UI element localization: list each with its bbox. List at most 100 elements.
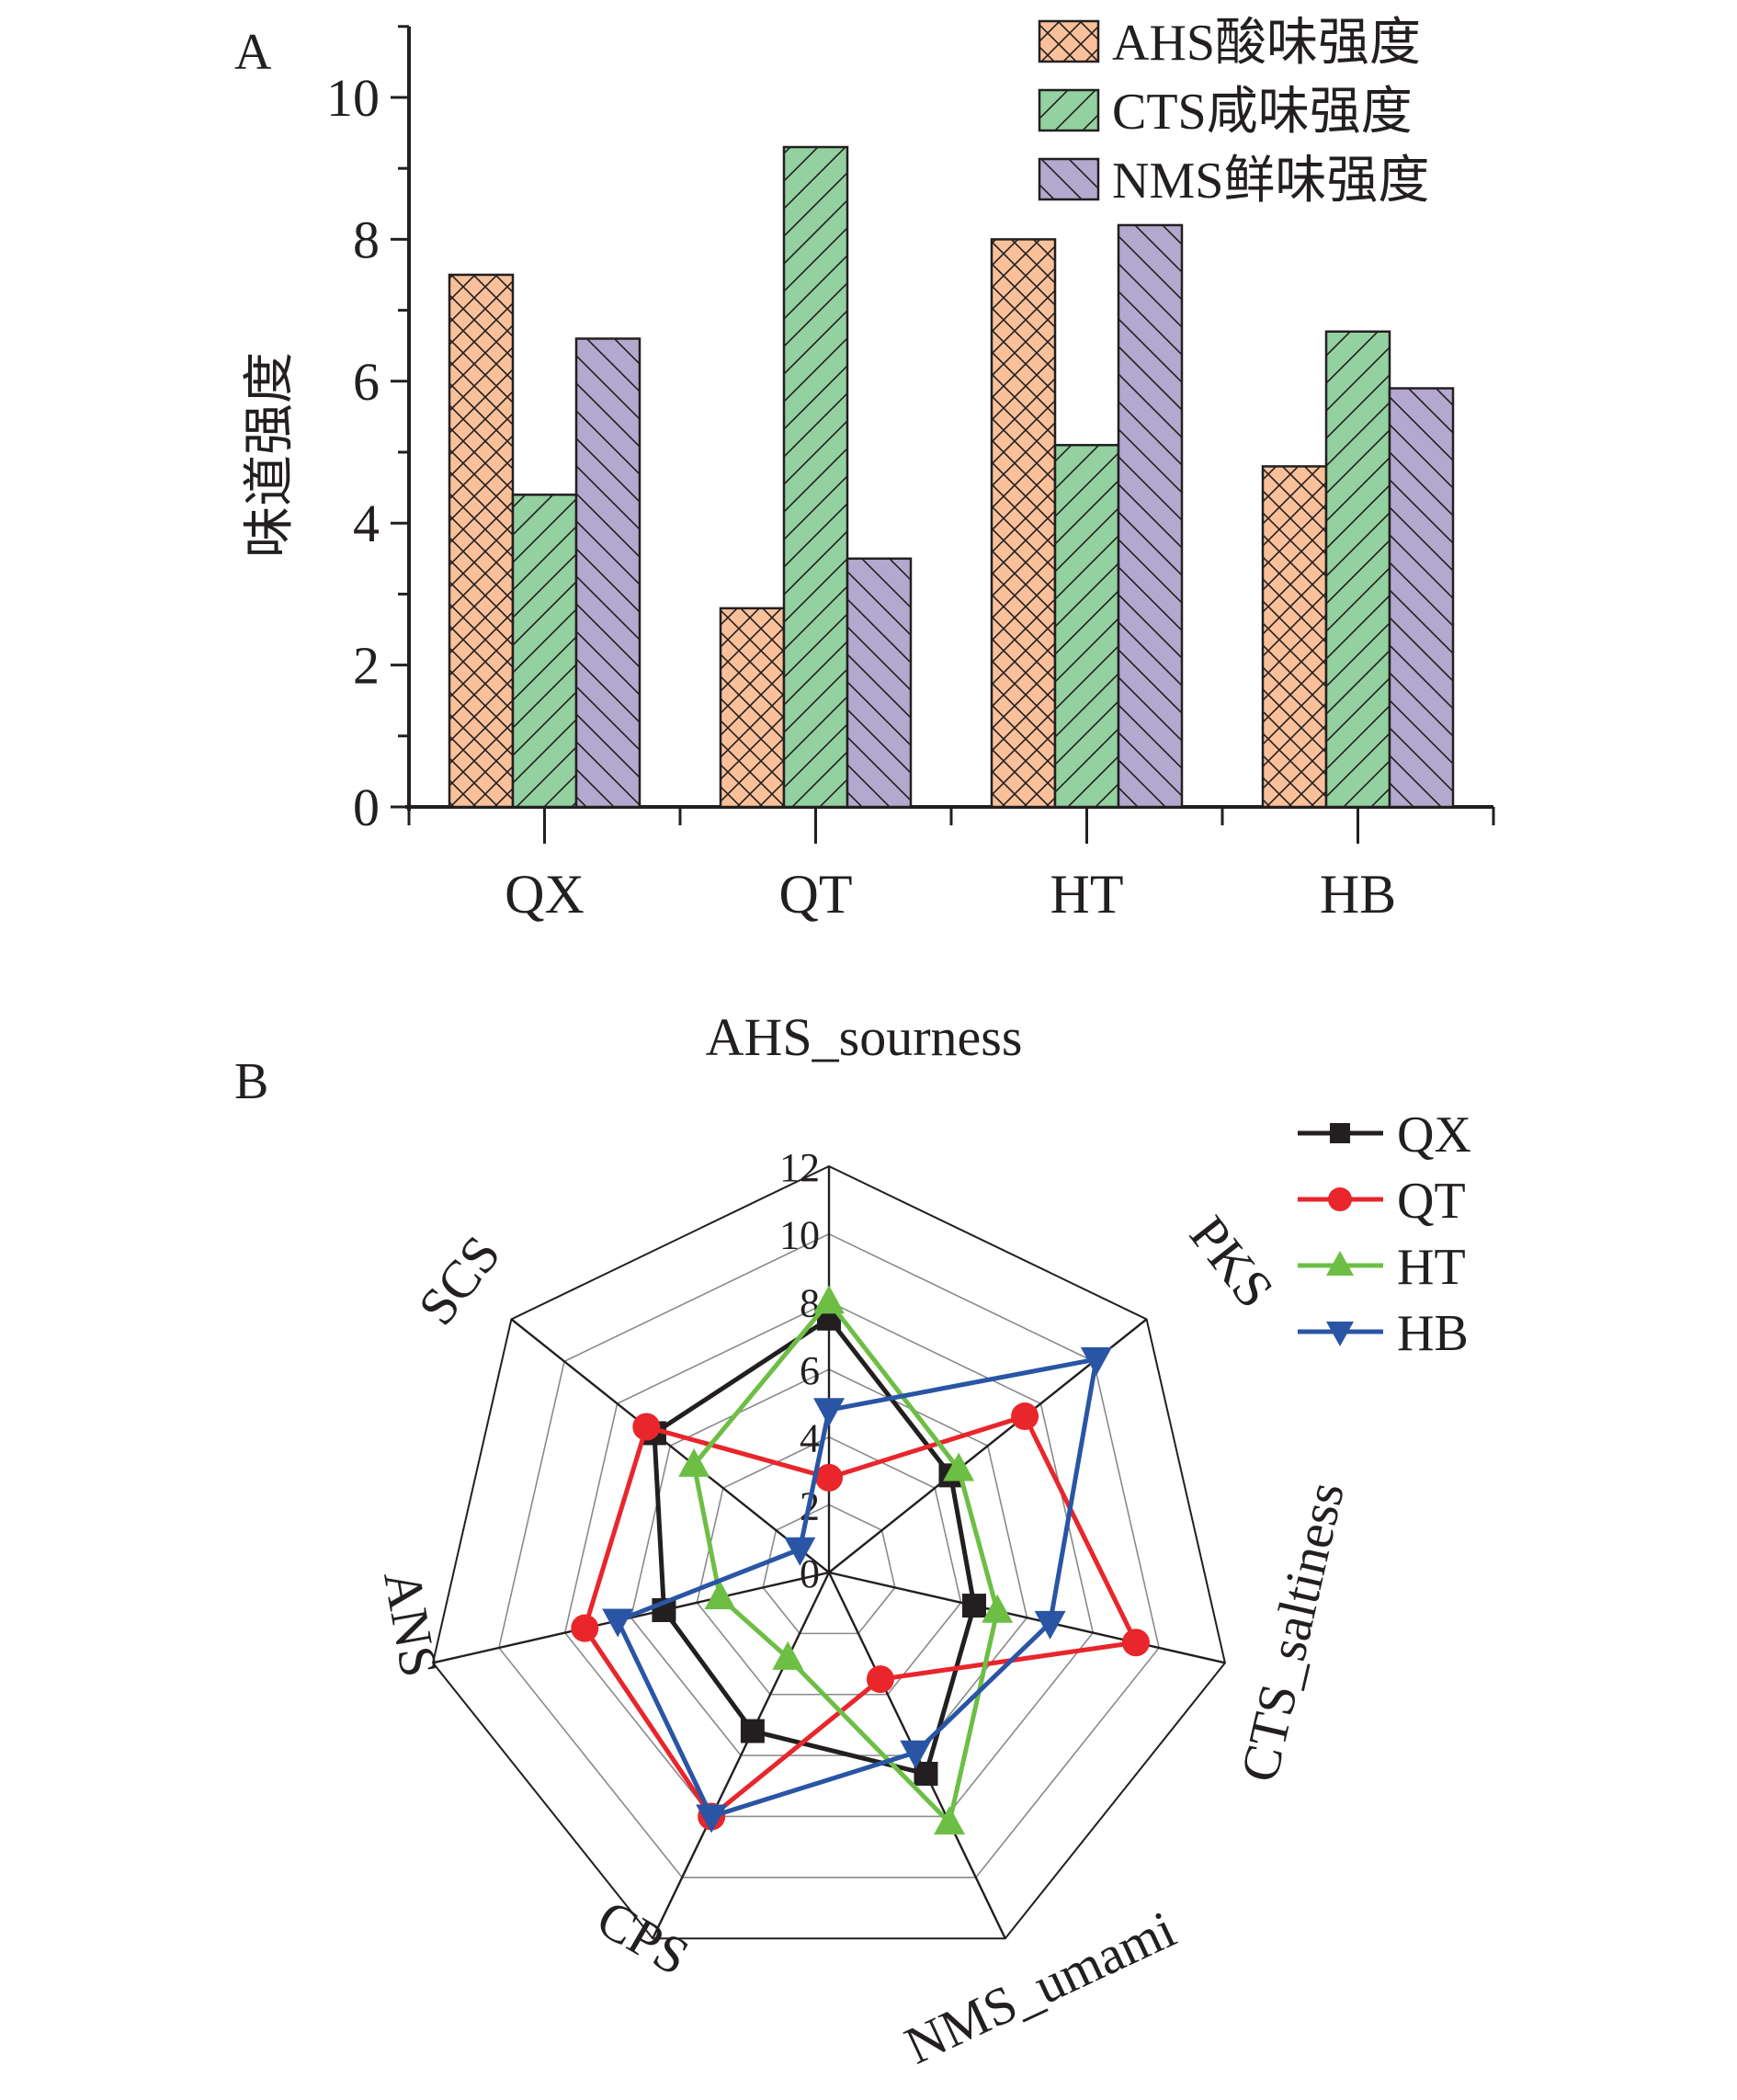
triangle-up-marker [772, 1640, 804, 1670]
bar-back-diagonal [1388, 387, 1455, 809]
bar-hatch [719, 607, 786, 809]
radar-grid-ring [630, 1368, 1028, 1756]
radar-axis-label: AHS_sourness [706, 1007, 1023, 1067]
circle-marker [632, 1413, 661, 1441]
triangle-down-marker [1034, 1610, 1066, 1640]
triangle-down-marker [602, 1608, 634, 1638]
square-marker [740, 1719, 765, 1743]
circle-marker [866, 1665, 894, 1694]
legend-item: AHS酸味强度 [1038, 15, 1421, 72]
bar-crosshatch [719, 607, 786, 809]
bar-chart-panel: A 味道强度 0 2 4 6 8 10 QX QT HT HB AHS酸味强度 CTS咸味强度 NMS… [234, 15, 1495, 925]
y-tick-label: 8 [353, 210, 380, 269]
y-tick-label: 4 [353, 494, 380, 553]
bar-hatch [846, 557, 913, 809]
radar-tick-label: 10 [779, 1213, 820, 1258]
radar-grid-ring [762, 1504, 896, 1635]
triangle-down-marker [900, 1740, 932, 1769]
bar-back-diagonal [846, 557, 913, 809]
y-tick-label: 6 [353, 352, 380, 412]
legend-item: HB [1298, 1305, 1469, 1362]
bar-crosshatch [990, 238, 1057, 809]
triangle-up-marker [678, 1447, 710, 1477]
triangle-up-marker [1326, 1251, 1354, 1276]
legend-swatch [1038, 157, 1100, 201]
legend-item: CTS咸味强度 [1038, 84, 1413, 141]
legend-swatch [1038, 19, 1100, 63]
radar-series-line [582, 1413, 1140, 1821]
legend-label: QT [1397, 1173, 1466, 1230]
radar-axis-label: SCS [406, 1224, 512, 1335]
radar-axis-label: NMS_umami [896, 1899, 1185, 2075]
legend-label: AHS酸味强度 [1112, 15, 1421, 72]
radar-series-qx [641, 1306, 987, 1787]
bar-hatch [574, 337, 641, 809]
triangle-down-marker [696, 1804, 728, 1833]
radar-axis-label: ANS [372, 1566, 449, 1682]
radar-series-line [614, 1356, 1099, 1820]
circle-marker [571, 1614, 599, 1642]
radar-tick-label: 8 [800, 1280, 820, 1325]
bar-forward-diagonal [1053, 444, 1120, 809]
radar-legend: QX QT HT HB [1298, 1107, 1471, 1362]
triangle-down-marker [784, 1537, 816, 1566]
radar-grid [431, 1164, 1227, 1940]
radar-series-qt [571, 1402, 1150, 1831]
legend-label: NMS鲜味强度 [1112, 153, 1429, 210]
bar-back-diagonal [574, 337, 641, 809]
legend-label: QX [1397, 1107, 1471, 1164]
radar-series-hb [602, 1347, 1112, 1833]
radar-series-ht [678, 1285, 1014, 1835]
bar-hatch [1388, 387, 1455, 809]
x-category-label: QX [505, 864, 585, 925]
circle-marker [1011, 1402, 1039, 1431]
bar-hatch [448, 273, 515, 809]
radar-series-line [652, 1315, 977, 1777]
bar-back-diagonal [1117, 223, 1184, 809]
triangle-up-marker [943, 1452, 975, 1481]
y-tick-label: 0 [353, 778, 380, 837]
bar-hatch [782, 145, 849, 809]
radar-series-line [691, 1298, 1000, 1828]
x-category-label: HB [1320, 864, 1396, 925]
radar-axis-labels: AHS_sourness PKS CTS_saltiness NMS_umami CPS… [372, 1007, 1356, 2076]
radar-spoke [510, 1318, 830, 1573]
circle-marker [1121, 1629, 1150, 1657]
radar-grid-ring [696, 1436, 962, 1696]
triangle-up-marker [704, 1581, 736, 1610]
legend-item: NMS鲜味强度 [1038, 153, 1429, 210]
triangle-up-marker [934, 1806, 966, 1835]
legend-item: QX [1298, 1107, 1471, 1164]
radar-spoke [652, 1572, 831, 1939]
bar-hatch [990, 238, 1057, 809]
bar-hatch [1053, 444, 1120, 809]
radar-tick-label: 12 [779, 1145, 820, 1190]
x-category-label: HT [1050, 864, 1124, 925]
y-axis-title-text: 味道强度 [242, 352, 299, 558]
legend-item: QT [1298, 1173, 1466, 1230]
legend-label: CTS咸味强度 [1112, 84, 1413, 141]
radar-tick-label: 4 [800, 1416, 820, 1461]
radar-outer-ring [431, 1164, 1227, 1940]
triangle-up-marker [813, 1285, 845, 1314]
circle-marker [1328, 1187, 1352, 1211]
radar-series [571, 1285, 1150, 1835]
panel-b-label: B [234, 1053, 268, 1110]
legend-label: HT [1397, 1239, 1466, 1296]
bar-axes: 0 2 4 6 8 10 QX QT HT HB [326, 25, 1495, 925]
legend-label: HB [1397, 1305, 1469, 1362]
bar-crosshatch [1261, 465, 1328, 809]
triangle-down-marker [1080, 1347, 1112, 1377]
bar-forward-diagonal [511, 494, 578, 809]
bar-hatch [511, 494, 578, 809]
radar-tick-label: 0 [800, 1551, 820, 1596]
bar-hatch [1117, 223, 1184, 809]
legend-item: HT [1298, 1239, 1466, 1296]
bar-forward-diagonal [1324, 330, 1391, 809]
y-axis-title: 味道强度 [242, 352, 299, 558]
bar-forward-diagonal [782, 145, 849, 809]
bar-legend: AHS酸味强度 CTS咸味强度 NMS鲜味强度 [1038, 15, 1429, 210]
